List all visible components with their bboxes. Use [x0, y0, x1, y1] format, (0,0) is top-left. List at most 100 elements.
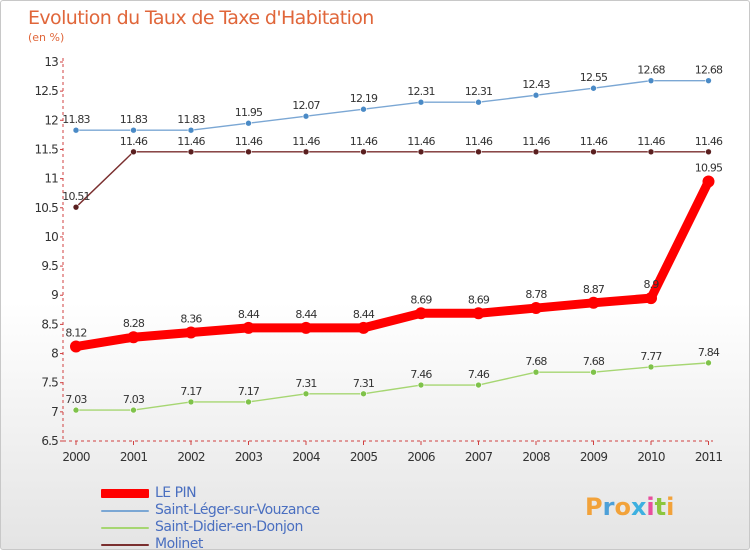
data-label-molinet: 10.51 [62, 190, 90, 203]
data-label-saint-didier-en-donjon: 7.03 [123, 393, 145, 406]
data-point-molinet [72, 203, 80, 211]
data-point-saint-l-ger-sur-vouzance [705, 77, 712, 84]
data-point-saint-l-ger-sur-vouzance [532, 91, 540, 99]
data-label-saint-didier-en-donjon: 7.46 [410, 368, 432, 381]
data-label-le-pin: 10.95 [695, 162, 723, 175]
data-point-molinet [130, 148, 137, 156]
y-tick-label: 11 [44, 172, 58, 186]
data-point-saint-didier-en-donjon [302, 390, 310, 398]
legend-swatch [101, 544, 149, 546]
data-label-molinet: 11.46 [292, 135, 320, 148]
data-point-saint-didier-en-donjon [532, 368, 540, 376]
y-tick-label: 10 [44, 230, 58, 244]
data-label-molinet: 11.46 [407, 135, 435, 148]
data-label-saint-didier-en-donjon: 7.31 [353, 377, 374, 390]
logo-letter: i [646, 493, 655, 521]
data-point-molinet [417, 148, 425, 156]
x-tick-label: 2002 [177, 450, 205, 464]
legend-swatch [101, 510, 149, 512]
data-point-saint-didier-en-donjon [130, 406, 137, 414]
y-tick-label: 10.5 [34, 201, 58, 215]
logo-letter: t [654, 493, 667, 521]
x-tick-label: 2001 [120, 450, 148, 464]
y-tick-label: 9 [51, 288, 58, 302]
data-point-molinet [705, 148, 712, 156]
logo-letter: r [602, 493, 615, 521]
logo-letter: P [585, 493, 603, 521]
y-tick-label: 11.5 [34, 142, 58, 156]
data-label-le-pin: 8.87 [583, 283, 605, 296]
data-label-molinet: 11.46 [522, 135, 550, 148]
data-label-saint-l-ger-sur-vouzance: 12.19 [350, 92, 378, 105]
x-tick-label: 2010 [637, 450, 665, 464]
data-label-molinet: 11.46 [120, 135, 148, 148]
data-point-le-pin [70, 340, 82, 353]
data-label-le-pin: 8.12 [65, 327, 86, 340]
chart-unit-label: (en %) [28, 31, 65, 44]
data-point-saint-didier-en-donjon [245, 398, 252, 406]
data-point-le-pin [645, 292, 657, 305]
y-tick-label: 7.5 [41, 376, 58, 390]
data-label-saint-didier-en-donjon: 7.17 [180, 385, 202, 398]
data-label-molinet: 11.46 [695, 135, 723, 148]
data-label-saint-didier-en-donjon: 7.03 [65, 393, 87, 406]
y-tick-label: 8.5 [41, 317, 58, 331]
logo-letter: x [630, 493, 647, 521]
data-label-molinet: 11.46 [235, 135, 263, 148]
data-point-le-pin [127, 331, 140, 344]
data-point-saint-l-ger-sur-vouzance [130, 126, 137, 134]
data-label-molinet: 11.46 [465, 135, 493, 148]
chart-title: Evolution du Taux de Taxe d'Habitation [28, 7, 374, 29]
proxiti-logo: Proxiti [585, 493, 674, 521]
data-point-le-pin [357, 321, 370, 334]
y-tick-label: 6.5 [41, 434, 58, 448]
data-label-saint-didier-en-donjon: 7.68 [525, 355, 547, 368]
data-point-le-pin [185, 326, 197, 339]
data-point-saint-l-ger-sur-vouzance [647, 77, 655, 84]
legend-label: Molinet [155, 536, 203, 550]
y-tick-label: 7 [51, 405, 58, 419]
data-label-molinet: 11.46 [580, 135, 608, 148]
data-label-le-pin: 8.28 [123, 317, 145, 330]
data-label-molinet: 11.46 [177, 135, 205, 148]
y-tick-label: 12.5 [34, 84, 58, 98]
data-point-saint-l-ger-sur-vouzance [245, 119, 252, 127]
data-label-le-pin: 8.44 [238, 308, 260, 321]
data-label-molinet: 11.46 [350, 135, 378, 148]
data-point-saint-l-ger-sur-vouzance [302, 112, 310, 120]
data-point-molinet [647, 148, 655, 156]
data-label-le-pin: 8.69 [410, 293, 432, 306]
legend-label: LE PIN [155, 485, 197, 501]
x-tick-label: 2011 [695, 450, 723, 464]
data-point-molinet [475, 148, 482, 156]
data-label-saint-l-ger-sur-vouzance: 12.31 [465, 85, 493, 98]
data-label-saint-didier-en-donjon: 7.84 [698, 346, 720, 359]
data-label-le-pin: 8.9 [643, 278, 659, 291]
data-point-saint-l-ger-sur-vouzance [187, 126, 195, 134]
legend-label: Saint-Léger-sur-Vouzance [155, 502, 320, 518]
data-label-saint-didier-en-donjon: 7.68 [583, 355, 605, 368]
data-label-saint-l-ger-sur-vouzance: 12.31 [407, 85, 435, 98]
data-point-saint-l-ger-sur-vouzance [475, 98, 482, 106]
data-label-molinet: 11.46 [637, 135, 665, 148]
legend-swatch [101, 489, 149, 498]
data-point-saint-didier-en-donjon [360, 390, 367, 398]
data-label-le-pin: 8.44 [295, 308, 317, 321]
data-point-le-pin [242, 321, 255, 334]
data-label-saint-l-ger-sur-vouzance: 12.68 [637, 64, 665, 77]
series-line-molinet [75, 151, 710, 208]
data-point-molinet [532, 148, 540, 156]
data-label-saint-l-ger-sur-vouzance: 11.95 [235, 106, 263, 119]
data-label-saint-didier-en-donjon: 7.46 [468, 368, 490, 381]
data-point-le-pin [472, 307, 485, 320]
data-label-saint-l-ger-sur-vouzance: 11.83 [177, 113, 205, 126]
x-tick-label: 2003 [235, 450, 263, 464]
data-point-saint-l-ger-sur-vouzance [72, 126, 80, 134]
legend-swatch [101, 527, 149, 529]
data-point-saint-didier-en-donjon [72, 406, 80, 414]
data-label-saint-l-ger-sur-vouzance: 12.68 [695, 64, 723, 77]
data-label-saint-didier-en-donjon: 7.17 [238, 385, 260, 398]
data-label-saint-l-ger-sur-vouzance: 11.83 [120, 113, 148, 126]
data-label-saint-didier-en-donjon: 7.77 [640, 350, 662, 363]
